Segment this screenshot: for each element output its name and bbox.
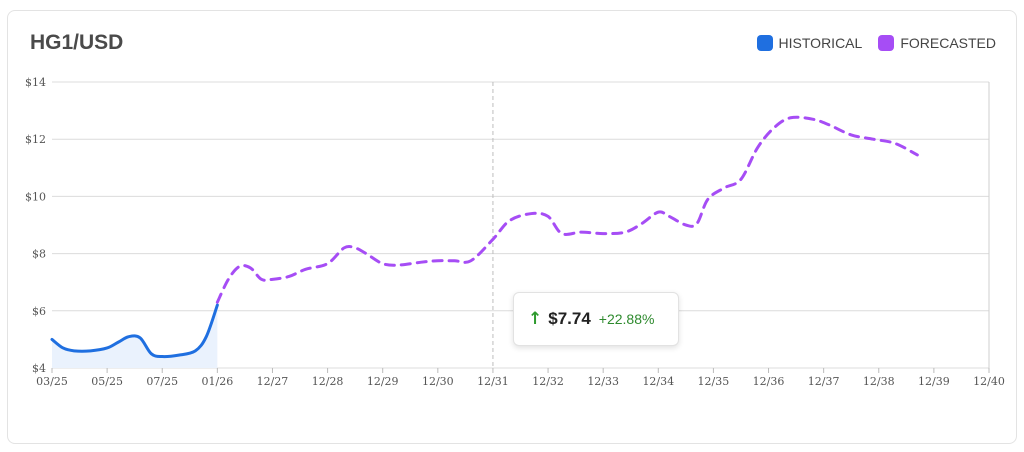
x-tick-label: 12/35: [698, 375, 730, 388]
y-tick-label: $12: [25, 133, 46, 146]
y-tick-label: $6: [32, 305, 46, 318]
tooltip-value: $7.74: [548, 309, 591, 328]
y-tick-label: $10: [25, 190, 46, 203]
legend-swatch-forecasted: [878, 35, 895, 51]
legend: HISTORICAL FORECASTED: [756, 35, 996, 51]
arrow-up-icon: ↑: [528, 309, 543, 329]
x-tick-label: 12/40: [973, 375, 1005, 388]
x-tick-label: 01/26: [202, 375, 234, 388]
y-tick-label: $4: [32, 362, 46, 375]
x-tick-label: 07/25: [146, 375, 178, 388]
y-tick-label: $8: [32, 248, 46, 261]
x-tick-label: 12/33: [587, 375, 619, 388]
x-tick-label: 12/31: [477, 375, 509, 388]
legend-item-historical[interactable]: HISTORICAL: [756, 35, 863, 51]
x-tick-label: 12/39: [918, 375, 950, 388]
chart-title: HG1/USD: [30, 31, 124, 54]
x-tick-label: 12/27: [257, 375, 289, 388]
x-tick-label: 12/36: [753, 375, 785, 388]
x-tick-label: 12/28: [312, 375, 344, 388]
x-tick-label: 12/34: [642, 375, 674, 388]
x-tick-label: 12/38: [863, 375, 895, 388]
legend-swatch-historical: [756, 35, 773, 51]
legend-label-forecasted: FORECASTED: [900, 35, 996, 51]
tooltip-change: +22.88%: [598, 311, 655, 327]
legend-label-historical: HISTORICAL: [778, 35, 863, 51]
x-tick-label: 03/25: [36, 375, 68, 388]
x-tick-label: 12/29: [367, 375, 399, 388]
x-tick-label: 12/32: [532, 375, 564, 388]
legend-item-forecasted[interactable]: FORECASTED: [878, 35, 996, 51]
x-tick-label: 05/25: [91, 375, 123, 388]
hover-tooltip: ↑ $7.74 +22.88%: [513, 292, 679, 346]
y-tick-label: $14: [25, 76, 46, 89]
series-line-historical: [50, 303, 219, 359]
x-tick-label: 12/37: [808, 375, 840, 388]
series-line-forecasted: [215, 115, 919, 304]
x-tick-label: 12/30: [422, 375, 454, 388]
